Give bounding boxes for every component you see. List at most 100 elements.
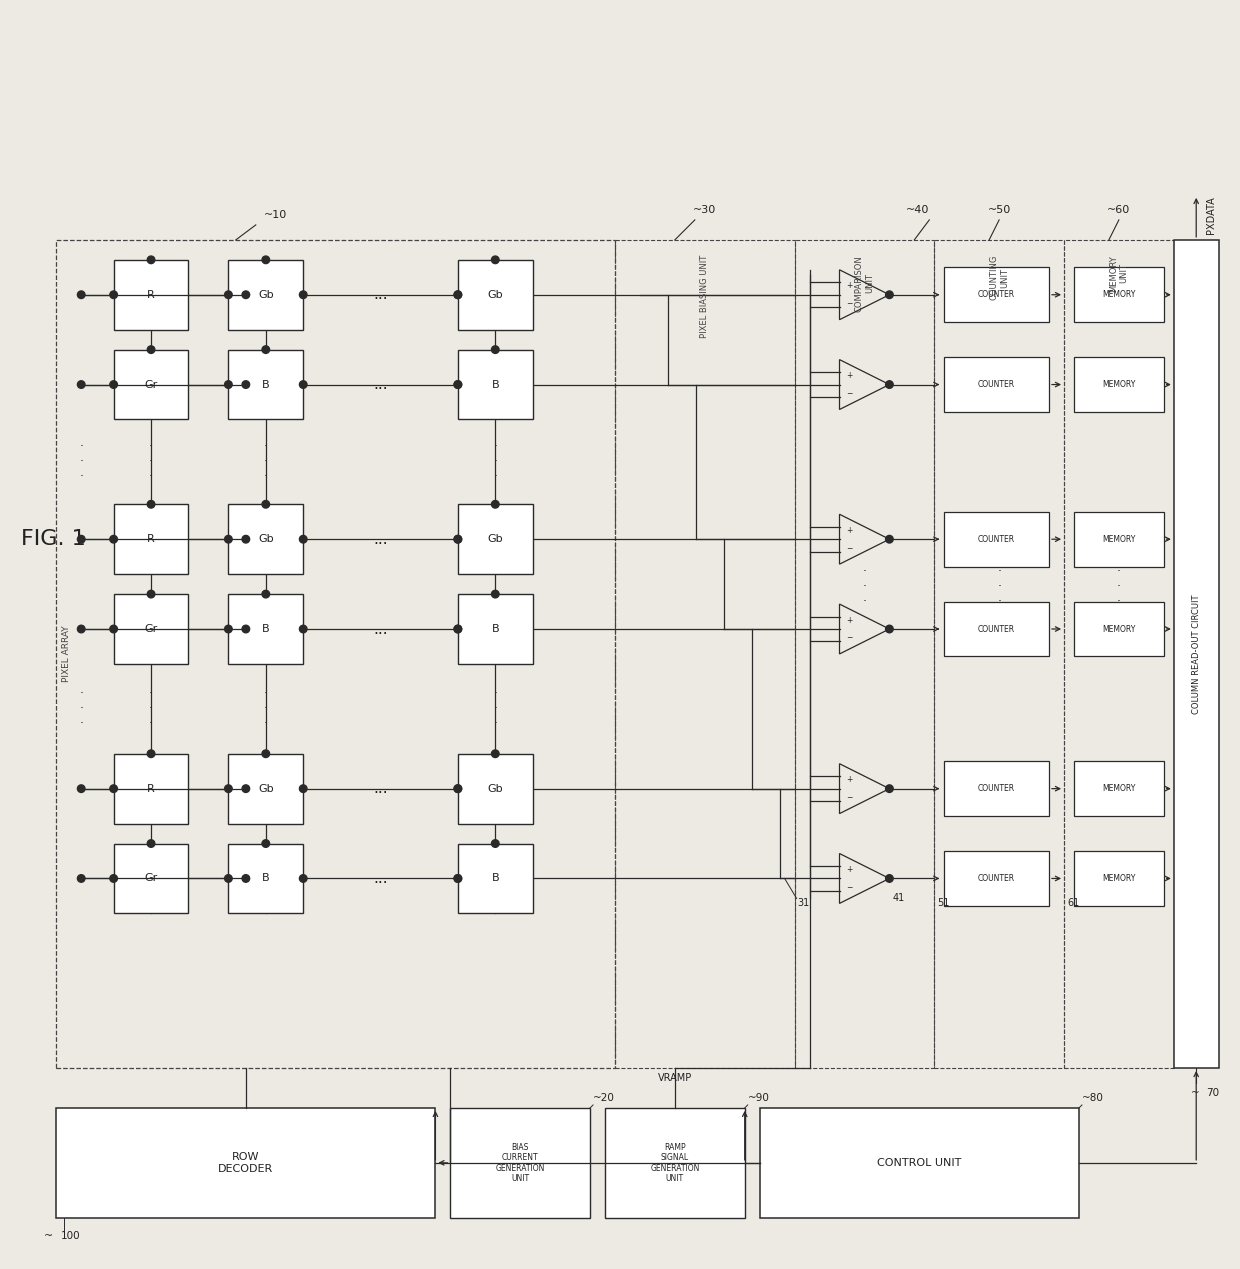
Circle shape <box>262 256 269 264</box>
Text: ...: ... <box>373 532 388 547</box>
Text: COUNTER: COUNTER <box>978 379 1016 390</box>
Text: ...: ... <box>373 782 388 796</box>
Text: ~40: ~40 <box>906 204 929 214</box>
Circle shape <box>224 536 232 543</box>
Circle shape <box>299 874 308 882</box>
Bar <box>795 240 934 1068</box>
Circle shape <box>148 590 155 598</box>
Circle shape <box>110 381 118 388</box>
Text: ~30: ~30 <box>693 204 717 214</box>
Text: ·
·
·: · · · <box>494 688 497 731</box>
Circle shape <box>454 291 461 298</box>
Text: −: − <box>846 633 853 642</box>
Text: ~: ~ <box>1192 1088 1200 1098</box>
Circle shape <box>262 840 269 848</box>
Bar <box>945 602 1049 656</box>
Circle shape <box>224 381 232 388</box>
Text: ~20: ~20 <box>593 1093 615 1103</box>
Bar <box>228 260 304 330</box>
Bar <box>760 1108 1079 1218</box>
Circle shape <box>454 291 461 298</box>
Circle shape <box>299 291 308 298</box>
Text: ·
·
·: · · · <box>149 440 153 483</box>
Text: COUNTING
UNIT: COUNTING UNIT <box>990 255 1009 301</box>
Text: COUNTER: COUNTER <box>978 534 1016 543</box>
Text: ~80: ~80 <box>1083 1093 1104 1103</box>
Circle shape <box>110 784 118 792</box>
Text: 51: 51 <box>937 898 950 909</box>
Text: Gb: Gb <box>487 289 503 299</box>
Text: ROW
DECODER: ROW DECODER <box>218 1152 274 1174</box>
Text: B: B <box>262 624 269 634</box>
Text: MEMORY: MEMORY <box>1102 291 1136 299</box>
Circle shape <box>454 536 461 543</box>
Text: +: + <box>846 865 853 874</box>
Bar <box>1074 851 1164 906</box>
Text: ·
·
·: · · · <box>149 688 153 731</box>
Circle shape <box>110 874 118 882</box>
Text: VRAMP: VRAMP <box>657 1074 692 1082</box>
Circle shape <box>454 784 461 792</box>
Circle shape <box>110 626 118 633</box>
Circle shape <box>491 750 498 758</box>
Circle shape <box>242 536 249 543</box>
Text: PXDATA: PXDATA <box>1207 195 1216 233</box>
Text: MEMORY: MEMORY <box>1102 534 1136 543</box>
Text: ·
·
·: · · · <box>997 565 1001 608</box>
Circle shape <box>77 784 86 792</box>
Text: 61: 61 <box>1066 898 1079 909</box>
Circle shape <box>454 784 461 792</box>
Bar <box>1074 357 1164 412</box>
Bar <box>114 844 188 914</box>
Circle shape <box>885 874 893 882</box>
Text: ·
·
·: · · · <box>1117 565 1121 608</box>
Bar <box>114 260 188 330</box>
Circle shape <box>885 626 893 633</box>
Text: +: + <box>846 525 853 534</box>
Circle shape <box>148 750 155 758</box>
Bar <box>56 1108 435 1218</box>
Text: B: B <box>262 379 269 390</box>
Bar <box>1064 240 1174 1068</box>
Circle shape <box>491 840 498 848</box>
Text: 70: 70 <box>1207 1088 1219 1098</box>
Text: B: B <box>262 873 269 883</box>
Bar <box>458 504 533 574</box>
Text: ...: ... <box>373 622 388 637</box>
Circle shape <box>491 500 498 508</box>
Circle shape <box>242 381 249 388</box>
Bar <box>458 594 533 664</box>
Text: Gb: Gb <box>258 534 274 544</box>
Text: FIG. 1: FIG. 1 <box>21 529 86 549</box>
Bar <box>458 844 533 914</box>
Text: PIXEL ARRAY: PIXEL ARRAY <box>62 626 71 683</box>
Circle shape <box>299 381 308 388</box>
Text: Gr: Gr <box>144 873 157 883</box>
Circle shape <box>454 874 461 882</box>
Circle shape <box>224 784 232 792</box>
Text: Gb: Gb <box>487 784 503 793</box>
Circle shape <box>242 626 249 633</box>
Text: Gb: Gb <box>258 784 274 793</box>
Text: 41: 41 <box>893 893 905 904</box>
Bar <box>1074 268 1164 322</box>
Circle shape <box>262 500 269 508</box>
Circle shape <box>148 500 155 508</box>
Text: COUNTER: COUNTER <box>978 784 1016 793</box>
Text: PIXEL BIASING UNIT: PIXEL BIASING UNIT <box>701 255 709 338</box>
Bar <box>1074 761 1164 816</box>
Circle shape <box>454 874 461 882</box>
Circle shape <box>110 536 118 543</box>
Bar <box>114 754 188 824</box>
Text: COUNTER: COUNTER <box>978 291 1016 299</box>
Circle shape <box>242 291 249 298</box>
Bar <box>945 761 1049 816</box>
Bar <box>945 511 1049 567</box>
Circle shape <box>262 750 269 758</box>
Text: +: + <box>846 775 853 784</box>
Text: −: − <box>846 793 853 802</box>
Circle shape <box>454 536 461 543</box>
Text: MEMORY: MEMORY <box>1102 379 1136 390</box>
Text: ...: ... <box>373 377 388 392</box>
Circle shape <box>491 590 498 598</box>
